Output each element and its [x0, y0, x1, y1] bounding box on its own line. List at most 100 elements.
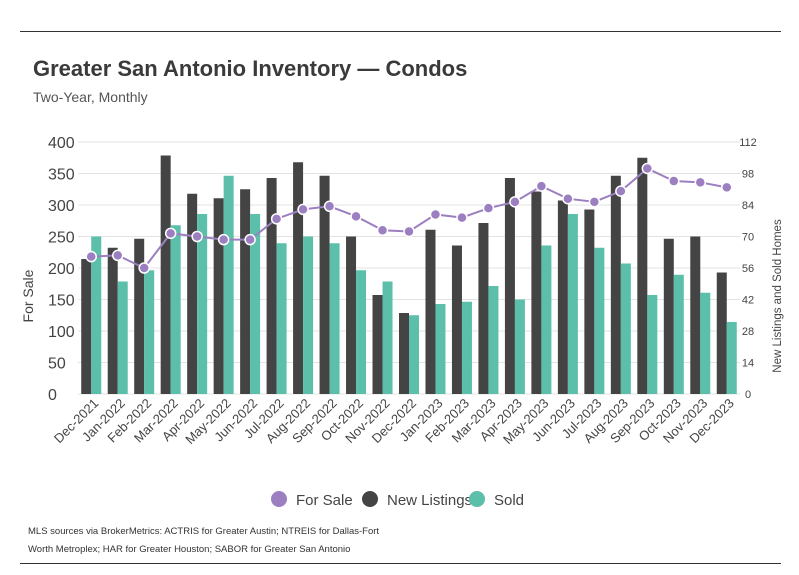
sold-bar [700, 292, 711, 394]
right-tick-label: 0 [745, 389, 751, 401]
new-listings-bar [610, 175, 621, 394]
new-listings-bar [690, 236, 701, 394]
legend-label: New Listings [387, 492, 472, 509]
sold-bar [567, 214, 578, 394]
sold-bar [594, 247, 605, 394]
right-tick-label: 112 [739, 137, 757, 149]
new-listings-bar [451, 245, 462, 394]
for-sale-point [694, 176, 707, 189]
new-listings-bar [504, 178, 515, 394]
sold-bar [250, 214, 261, 394]
right-tick-label: 84 [742, 200, 754, 212]
legend-marker [469, 491, 485, 507]
left-tick-label: 300 [48, 198, 75, 215]
sold-bar [197, 214, 208, 394]
new-listings-bar [531, 191, 542, 394]
sold-bar [117, 281, 128, 394]
for-sale-point [482, 202, 495, 214]
legend-label: For Sale [296, 492, 353, 509]
sold-bar [726, 322, 737, 394]
left-tick-label: 350 [48, 167, 75, 184]
sold-bar [382, 281, 393, 394]
sold-bar [223, 175, 234, 394]
new-listings-bar [134, 238, 145, 394]
new-listings-bar [107, 247, 118, 394]
sold-bar [435, 304, 446, 394]
new-listings-bar [240, 189, 251, 394]
for-sale-point [85, 250, 97, 263]
left-tick-label: 100 [48, 324, 75, 341]
for-sale-point [376, 224, 389, 236]
right-tick-label: 70 [742, 232, 754, 244]
for-sale-point [111, 249, 124, 262]
for-sale-point [429, 208, 442, 221]
sold-bar [514, 299, 525, 394]
right-tick-label: 56 [742, 263, 754, 275]
for-sale-point [668, 175, 680, 187]
right-tick-label: 42 [742, 295, 754, 307]
new-listings-bar [399, 313, 409, 394]
chart-title: Greater San Antonio Inventory — Condos [33, 56, 468, 81]
sold-bar [409, 315, 419, 394]
new-listings-bar [81, 259, 92, 394]
new-listings-bar [557, 200, 568, 394]
left-axis-label: For Sale [20, 269, 36, 322]
chart-subtitle: Two-Year, Monthly [33, 89, 148, 105]
sold-bar [356, 270, 367, 394]
bottom-rule [20, 563, 781, 564]
new-listings-bar [478, 223, 489, 394]
for-sale-point [641, 162, 654, 175]
sold-bar [144, 270, 155, 394]
sold-bar [170, 225, 181, 394]
left-tick-label: 50 [48, 356, 66, 373]
for-sale-point [138, 262, 150, 274]
for-sale-point [535, 180, 548, 192]
new-listings-bar [637, 157, 648, 394]
for-sale-point [456, 211, 468, 224]
for-sale-point [350, 210, 362, 223]
for-sale-point [562, 192, 574, 205]
sold-bar [303, 236, 314, 394]
new-listings-bar [716, 272, 727, 394]
footer-source-line-1: MLS sources via BrokerMetrics: ACTRIS fo… [28, 526, 380, 537]
left-tick-label: 400 [48, 135, 75, 152]
sold-bar [329, 243, 340, 394]
right-axis-label: New Listings and Sold Homes [772, 219, 784, 373]
footer-source-line-2: Worth Metroplex; HAR for Greater Houston… [28, 544, 351, 555]
left-tick-label: 150 [48, 293, 75, 310]
right-tick-label: 14 [742, 358, 754, 370]
for-sale-point [509, 196, 521, 208]
legend-label: Sold [494, 492, 524, 509]
new-listings-bar [346, 236, 357, 394]
for-sale-point [721, 181, 733, 194]
sold-bar [488, 286, 499, 394]
new-listings-bar [266, 178, 277, 394]
top-rule [20, 31, 781, 32]
for-sale-point [244, 233, 256, 246]
left-tick-label: 200 [48, 261, 75, 278]
for-sale-point [403, 225, 415, 238]
new-listings-bar [160, 155, 171, 394]
right-tick-label: 98 [742, 169, 754, 181]
sold-bar [541, 245, 552, 394]
new-listings-bar [425, 229, 436, 394]
new-listings-bar [372, 295, 383, 394]
for-sale-point [217, 233, 230, 246]
left-tick-label: 0 [48, 387, 57, 404]
legend-marker [271, 491, 287, 507]
for-sale-point [323, 200, 336, 213]
right-tick-label: 28 [742, 326, 754, 338]
for-sale-point [588, 196, 601, 208]
sold-bar [91, 236, 102, 394]
new-listings-bar [213, 198, 224, 394]
for-sale-point [615, 185, 627, 197]
legend-marker [362, 491, 378, 507]
sold-bar [647, 295, 658, 394]
sold-bar [461, 301, 472, 394]
new-listings-bar [319, 175, 330, 394]
for-sale-point [297, 203, 309, 216]
sold-bar [276, 243, 287, 394]
for-sale-point [270, 213, 283, 225]
sold-bar [620, 263, 631, 394]
